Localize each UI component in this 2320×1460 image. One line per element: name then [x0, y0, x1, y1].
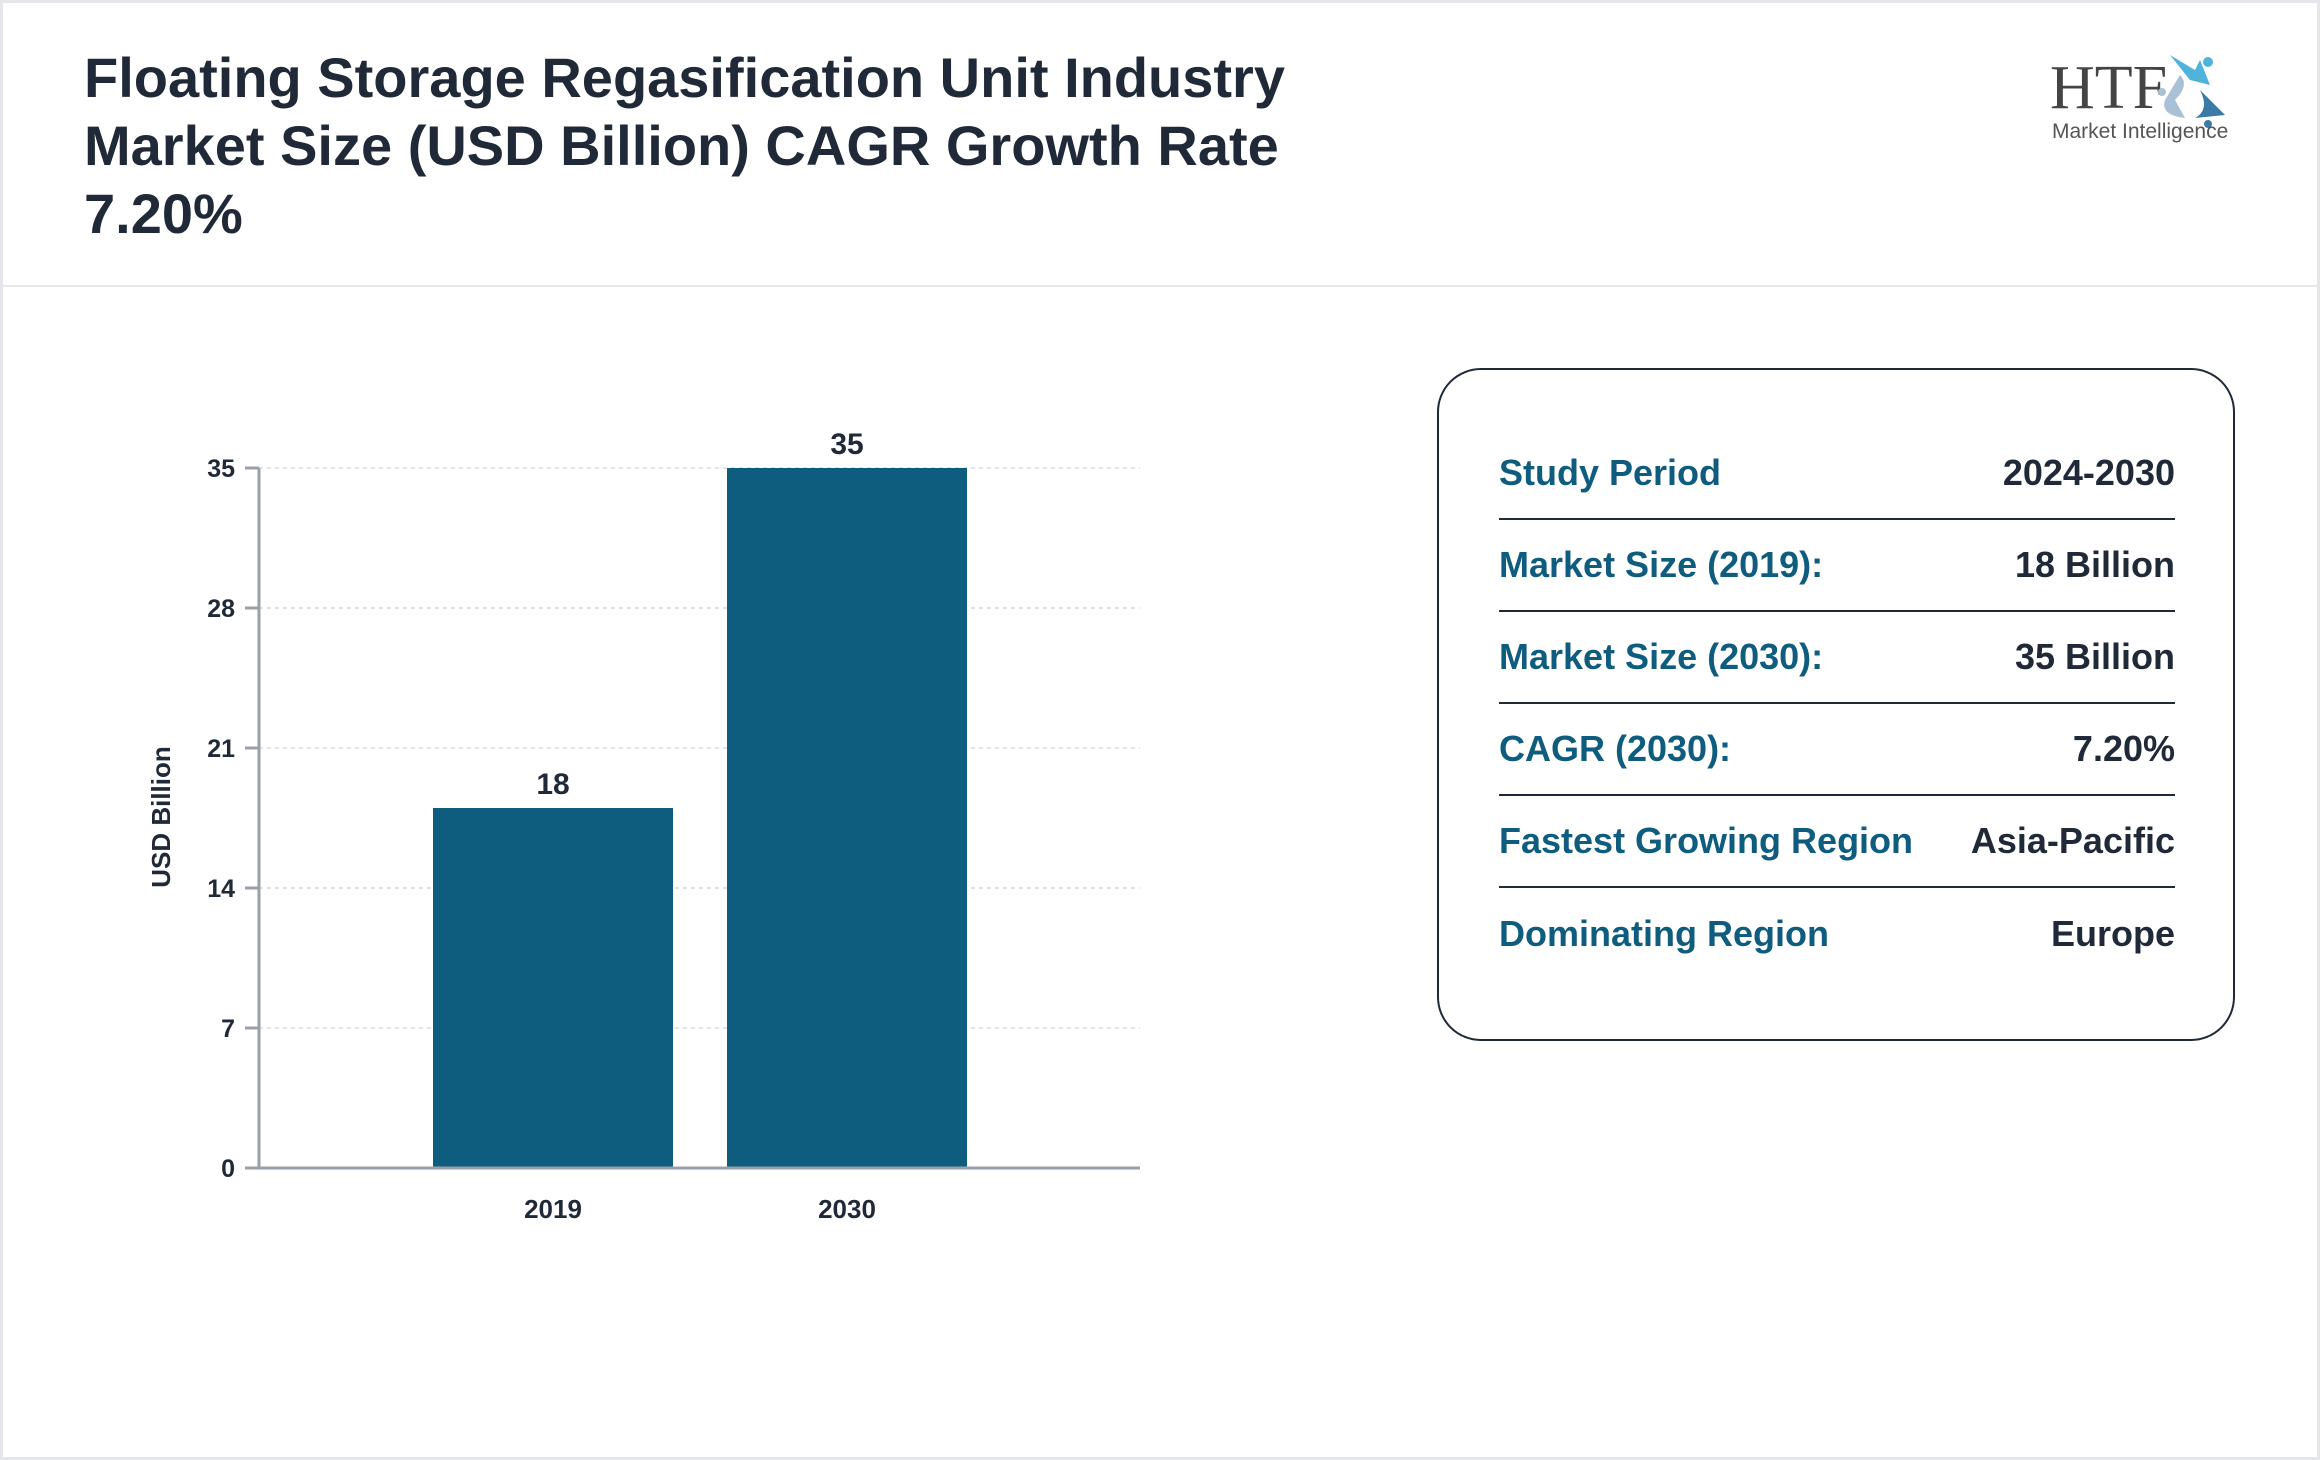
info-value: 35 Billion [2014, 636, 2175, 677]
info-label: CAGR (2030): [1499, 728, 1732, 769]
info-row: Market Size (2019): 18 Billion [1499, 520, 2175, 612]
info-value: 7.20% [2072, 728, 2175, 769]
bar-chart: 0 7 14 21 28 35 18 2019 35 2030 USD Billion [146, 428, 1140, 1224]
info-card: Study Period 2024-2030 Market Size (2019):… [1437, 368, 2235, 1041]
y-tick-label: 35 [207, 455, 235, 483]
info-row: Study Period 2024-2030 [1499, 428, 2175, 520]
y-tick-label: 28 [207, 595, 235, 623]
y-tick-label: 14 [207, 875, 235, 903]
bar-value-label: 35 [830, 428, 863, 461]
svg-text:HTF: HTF [2050, 54, 2167, 122]
info-row: Market Size (2030): 35 Billion [1499, 612, 2175, 704]
x-tick-label: 2030 [818, 1194, 876, 1224]
info-label: Dominating Region [1499, 913, 1829, 954]
x-tick-label: 2019 [524, 1194, 582, 1224]
y-tick-label: 7 [221, 1015, 235, 1043]
page-title: Floating Storage Regasification Unit Ind… [84, 46, 1285, 245]
info-value: 2024-2030 [2002, 452, 2175, 493]
info-value: 18 Billion [2014, 544, 2175, 585]
svg-text:Market Intelligence: Market Intelligence [2052, 120, 2228, 143]
y-tick-label: 0 [221, 1155, 235, 1183]
y-tick-label: 21 [207, 735, 235, 763]
info-value: Asia-Pacific [1970, 820, 2175, 861]
info-row: Dominating Region Europe [1499, 888, 2175, 980]
bar-2030 [727, 468, 967, 1168]
info-row: CAGR (2030): 7.20% [1499, 704, 2175, 796]
info-label: Market Size (2030): [1499, 636, 1824, 677]
bar-value-label: 18 [536, 768, 569, 801]
header: Floating Storage Regasification Unit Ind… [0, 0, 2320, 287]
info-row: Fastest Growing Region Asia-Pacific [1499, 796, 2175, 888]
info-label: Study Period [1499, 452, 1722, 493]
bar-2019 [433, 808, 673, 1168]
info-label: Fastest Growing Region [1499, 820, 1914, 861]
htf-logo: HTF Market Intelligence [2050, 54, 2228, 143]
info-label: Market Size (2019): [1499, 544, 1824, 585]
y-axis-label: USD Billion [146, 746, 176, 888]
info-value: Europe [2050, 913, 2175, 954]
